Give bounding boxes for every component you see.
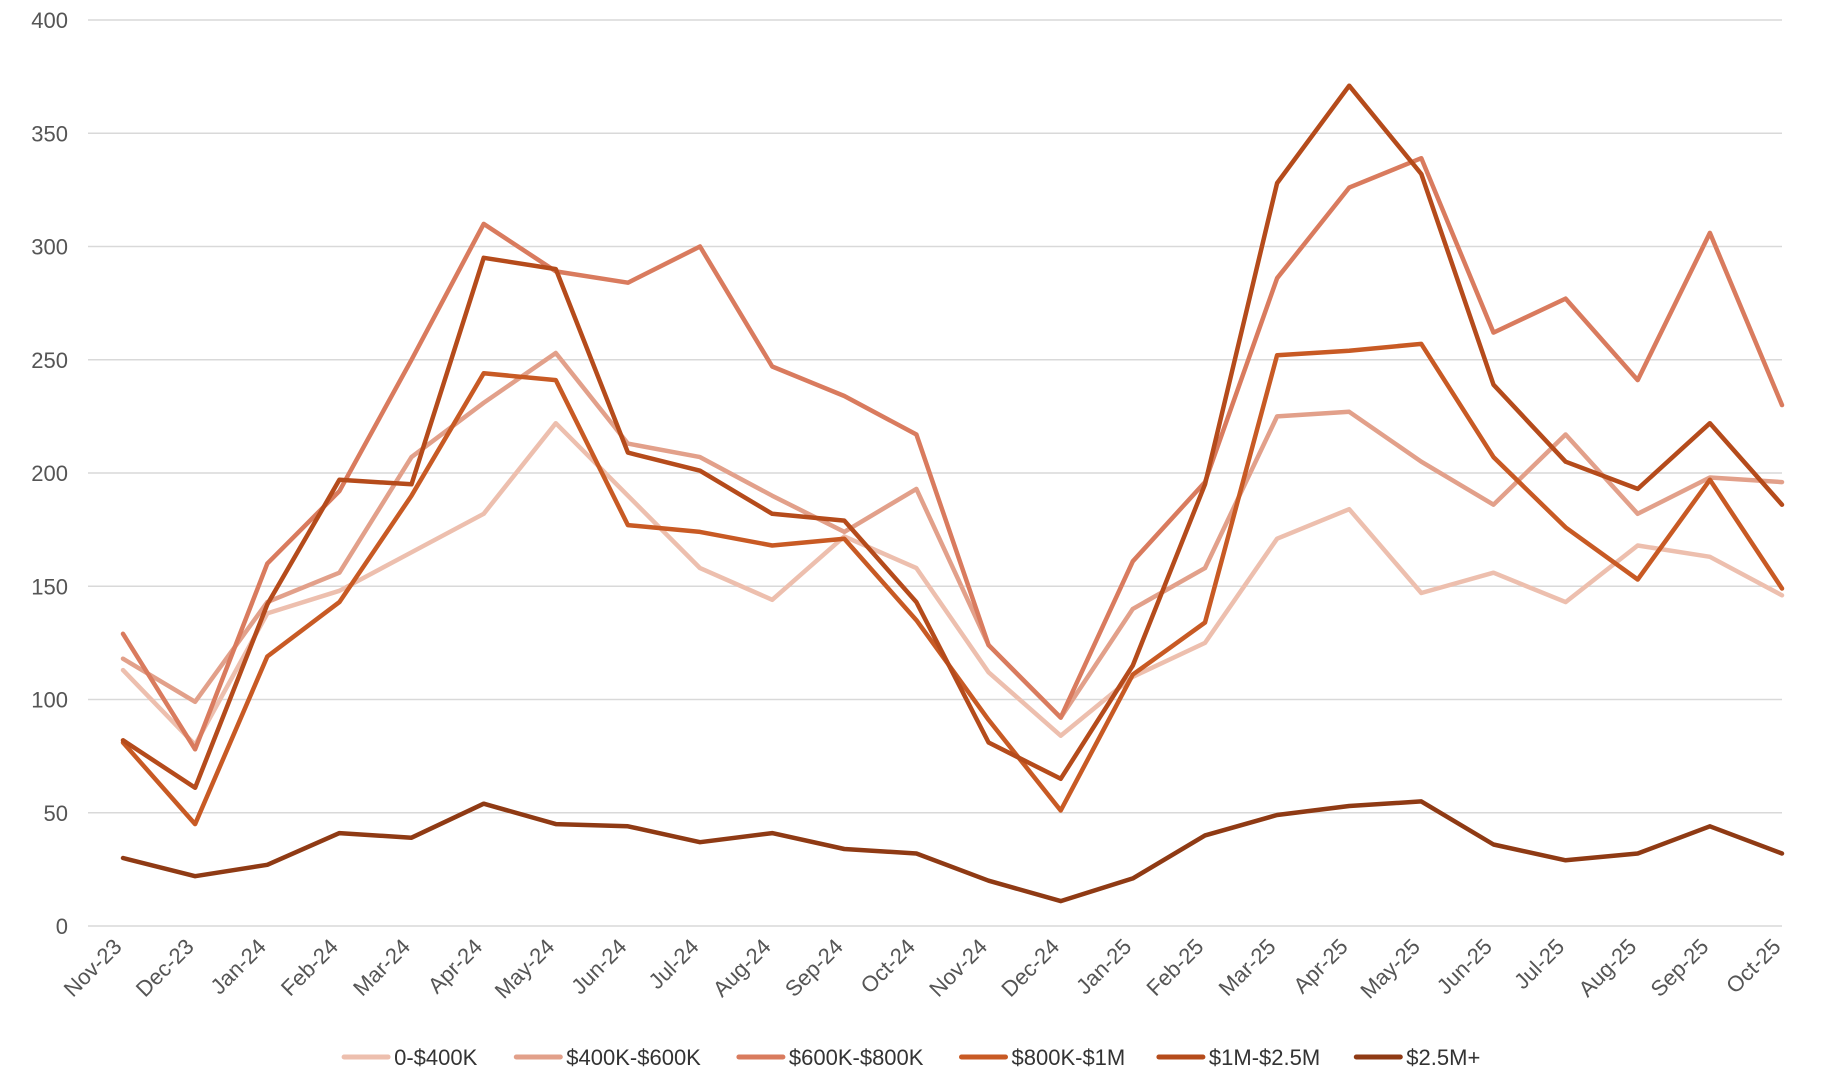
- x-tick-label: Dec-24: [996, 934, 1064, 1002]
- legend-label: $1M-$2.5M: [1209, 1045, 1320, 1070]
- y-tick-label: 350: [31, 121, 68, 146]
- y-tick-label: 250: [31, 348, 68, 373]
- legend-item: $800K-$1M: [959, 1045, 1126, 1070]
- gridlines: [88, 19, 1782, 927]
- legend-label: $800K-$1M: [1012, 1045, 1126, 1070]
- x-tick-label: Jan-25: [1071, 934, 1136, 999]
- x-tick-label: Feb-24: [276, 934, 343, 1001]
- x-tick-label: Aug-25: [1573, 934, 1641, 1002]
- x-tick-label: Jun-25: [1432, 934, 1497, 999]
- legend-item: 0-$400K: [341, 1045, 478, 1070]
- x-tick-label: Jun-24: [566, 934, 631, 999]
- legend-label: 0-$400K: [394, 1045, 478, 1070]
- x-tick-label: Apr-25: [1288, 934, 1352, 998]
- legend-label: $600K-$800K: [789, 1045, 924, 1070]
- x-tick-label: Mar-25: [1214, 934, 1281, 1001]
- y-axis-tick-labels: 0 50 100 150 200 250 300 350 400: [31, 8, 68, 939]
- x-tick-label: Oct-24: [856, 934, 920, 998]
- legend-item: $1M-$2.5M: [1156, 1045, 1320, 1070]
- y-tick-label: 200: [31, 461, 68, 486]
- x-tick-label: Sep-24: [780, 934, 848, 1002]
- x-tick-label: Jan-24: [206, 934, 271, 999]
- legend-item: $400K-$600K: [513, 1045, 701, 1070]
- x-tick-label: Aug-24: [708, 934, 776, 1002]
- series-line-2: [120, 155, 1785, 752]
- x-tick-label: Nov-23: [59, 934, 127, 1002]
- series-line-4: [120, 83, 1785, 791]
- legend-item: $2.5M+: [1353, 1045, 1480, 1070]
- legend-label: $400K-$600K: [566, 1045, 701, 1070]
- x-tick-label: Sep-25: [1646, 934, 1714, 1002]
- series-line-0: [120, 420, 1785, 748]
- series-line-1: [120, 350, 1785, 720]
- x-tick-label: Jul-25: [1509, 934, 1569, 994]
- series-line-3: [120, 341, 1785, 827]
- x-tick-label: Mar-24: [348, 934, 415, 1001]
- y-tick-label: 100: [31, 688, 68, 713]
- x-tick-label: Oct-25: [1721, 934, 1785, 998]
- y-tick-label: 150: [31, 574, 68, 599]
- y-tick-label: 400: [31, 8, 68, 33]
- x-tick-label: Nov-24: [924, 934, 992, 1002]
- x-tick-label: Feb-25: [1142, 934, 1209, 1001]
- y-tick-label: 300: [31, 235, 68, 260]
- y-tick-label: 50: [44, 801, 68, 826]
- y-tick-label: 0: [56, 914, 68, 939]
- x-tick-label: May-25: [1355, 934, 1425, 1004]
- x-axis-tick-labels: Nov-23 Dec-23 Jan-24 Feb-24 Mar-24 Apr-24 May-…: [59, 934, 1786, 1004]
- legend: 0-$400K $400K-$600K $600K-$800K $800K-$1M $1…: [341, 1045, 1480, 1070]
- x-tick-label: Dec-23: [131, 934, 199, 1002]
- legend-label: $2.5M+: [1406, 1045, 1480, 1070]
- x-tick-label: Apr-24: [423, 934, 487, 998]
- x-tick-label: May-24: [490, 934, 560, 1004]
- x-tick-label: Jul-24: [644, 934, 704, 994]
- legend-item: $600K-$800K: [736, 1045, 924, 1070]
- series-line-5: [120, 799, 1785, 904]
- series-lines: [120, 83, 1785, 904]
